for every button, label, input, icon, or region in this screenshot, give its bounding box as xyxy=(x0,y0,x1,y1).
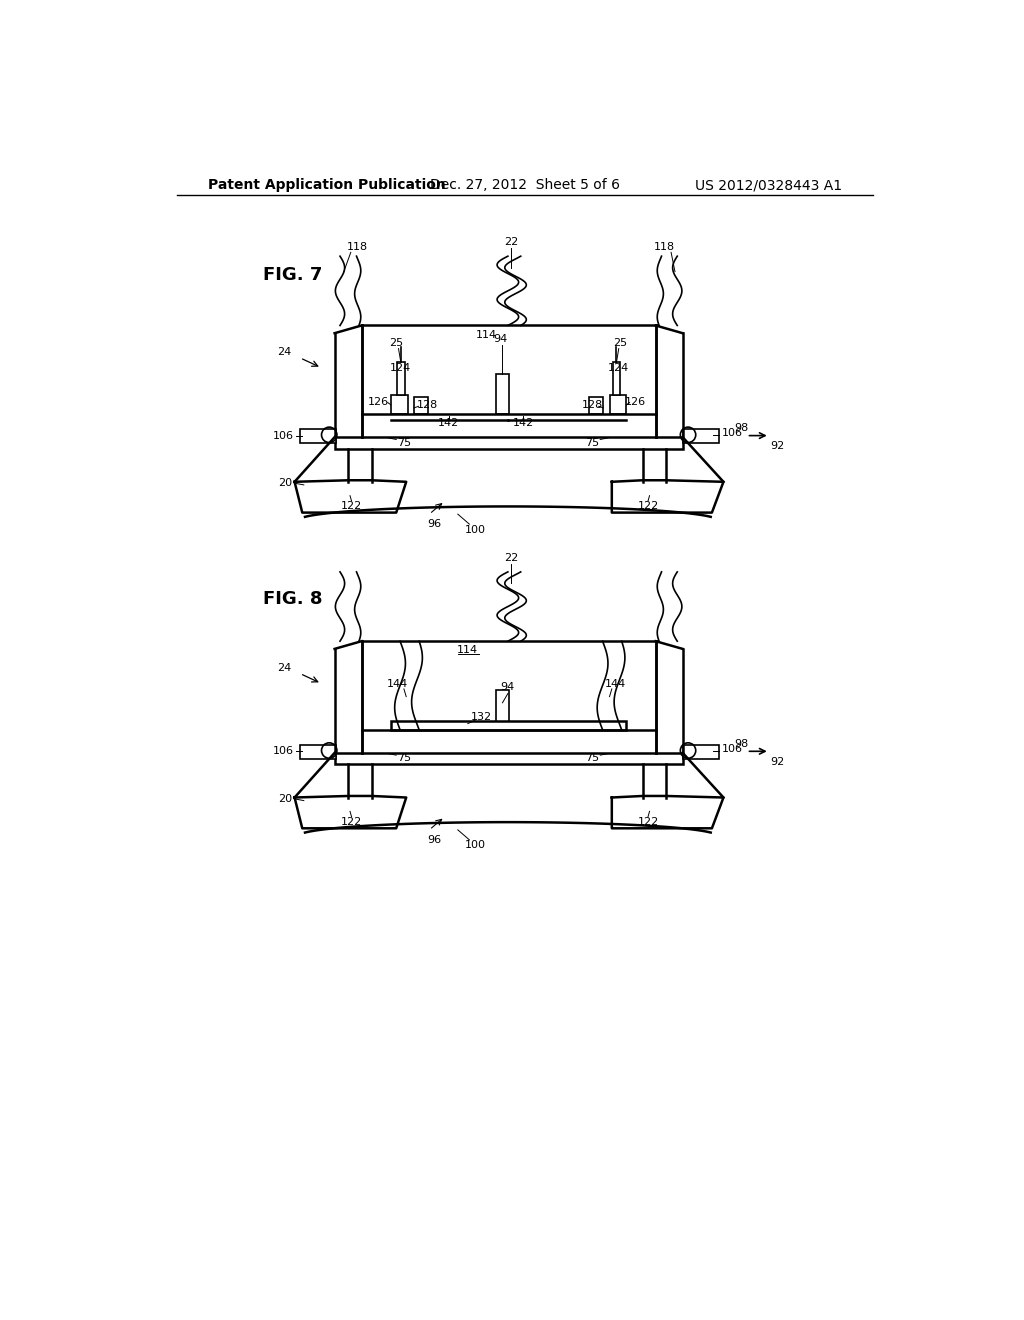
Bar xyxy=(300,429,336,444)
Bar xyxy=(683,744,719,759)
Bar xyxy=(391,721,627,730)
Bar xyxy=(496,689,509,730)
Text: 100: 100 xyxy=(465,841,486,850)
Text: 25: 25 xyxy=(389,338,403,348)
Bar xyxy=(612,363,621,395)
Text: 118: 118 xyxy=(653,242,675,252)
Bar xyxy=(496,374,509,414)
Text: 122: 122 xyxy=(341,817,362,828)
Text: 25: 25 xyxy=(613,338,628,348)
Text: 94: 94 xyxy=(493,334,507,345)
Text: 92: 92 xyxy=(770,758,784,767)
Text: 106: 106 xyxy=(272,746,294,756)
Text: 122: 122 xyxy=(637,502,658,511)
Text: 144: 144 xyxy=(387,678,409,689)
Text: 94: 94 xyxy=(501,682,515,693)
Text: 20: 20 xyxy=(279,478,292,488)
Text: 124: 124 xyxy=(389,363,411,372)
Text: 126: 126 xyxy=(368,397,389,408)
Text: 142: 142 xyxy=(513,418,534,428)
Text: 122: 122 xyxy=(637,817,658,828)
Text: Dec. 27, 2012  Sheet 5 of 6: Dec. 27, 2012 Sheet 5 of 6 xyxy=(430,178,620,193)
Text: FIG. 7: FIG. 7 xyxy=(263,267,323,284)
Text: 22: 22 xyxy=(504,238,518,247)
Text: Patent Application Publication: Patent Application Publication xyxy=(208,178,445,193)
Text: 106: 106 xyxy=(722,428,743,438)
Text: 132: 132 xyxy=(470,711,492,722)
Text: 75: 75 xyxy=(586,437,600,447)
Text: 75: 75 xyxy=(397,754,411,763)
Text: 114: 114 xyxy=(457,645,477,656)
Text: 122: 122 xyxy=(341,502,362,511)
Text: 118: 118 xyxy=(347,242,369,252)
Bar xyxy=(300,744,336,759)
Text: US 2012/0328443 A1: US 2012/0328443 A1 xyxy=(695,178,842,193)
Text: FIG. 8: FIG. 8 xyxy=(263,590,323,607)
Text: 22: 22 xyxy=(504,553,518,564)
Bar xyxy=(397,363,404,395)
Text: 128: 128 xyxy=(417,400,437,409)
Text: 96: 96 xyxy=(428,519,441,529)
Text: 126: 126 xyxy=(625,397,645,408)
Text: 75: 75 xyxy=(586,754,600,763)
Text: 144: 144 xyxy=(605,678,627,689)
Bar xyxy=(590,397,603,414)
Text: 98: 98 xyxy=(734,739,749,748)
Text: 24: 24 xyxy=(278,663,292,673)
Bar xyxy=(391,395,408,414)
Text: 96: 96 xyxy=(428,834,441,845)
Text: 75: 75 xyxy=(397,437,411,447)
Bar xyxy=(609,395,627,414)
Text: 128: 128 xyxy=(582,400,603,409)
Bar xyxy=(335,752,683,764)
Text: 24: 24 xyxy=(278,347,292,358)
Text: 92: 92 xyxy=(770,441,784,451)
Bar xyxy=(414,397,428,414)
Text: 106: 106 xyxy=(272,430,294,441)
Bar xyxy=(683,429,719,444)
Text: 106: 106 xyxy=(722,744,743,754)
Text: 142: 142 xyxy=(438,418,459,428)
Bar xyxy=(335,437,683,449)
Text: 124: 124 xyxy=(608,363,630,372)
Text: 20: 20 xyxy=(279,795,292,804)
Text: 114: 114 xyxy=(476,330,497,339)
Text: 98: 98 xyxy=(734,422,749,433)
Text: 100: 100 xyxy=(465,524,486,535)
